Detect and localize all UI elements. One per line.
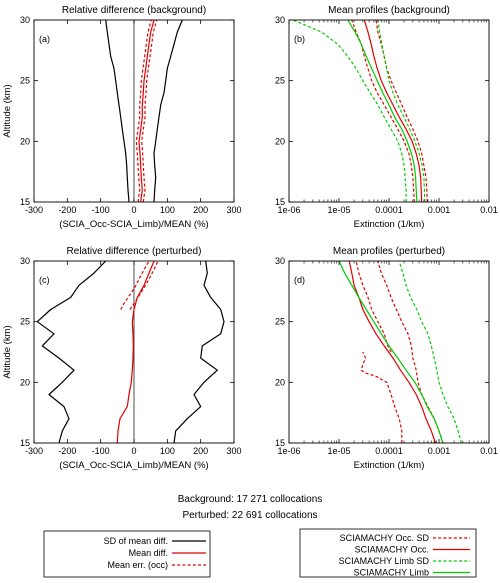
x-tick-label: -100 — [92, 205, 110, 215]
x-axis-label: Extinction (1/km) — [354, 219, 425, 230]
panel-title: Relative difference (perturbed) — [67, 246, 202, 257]
series-line — [135, 19, 152, 203]
series-line — [141, 19, 158, 203]
y-tick-label: 30 — [275, 15, 285, 25]
x-axis-label: Extinction (1/km) — [354, 460, 425, 471]
panel-c: Relative difference (perturbed) -300 -200 -… — [2, 246, 242, 471]
panel-title: Relative difference (background) — [62, 5, 206, 16]
panel-a: Relative difference (background) -300 -200… — [2, 5, 242, 230]
panel-label: (c) — [39, 275, 50, 285]
x-tick-label: 1e-06 — [277, 446, 300, 456]
series-line — [129, 260, 159, 310]
x-tick-label: -300 — [25, 205, 43, 215]
x-tick-label: 300 — [226, 446, 241, 456]
x-tick-label: 100 — [160, 446, 175, 456]
x-axis-label: (SCIA_Occ-SCIA_Limb)/MEAN (%) — [59, 219, 208, 230]
legend-left-box — [43, 530, 211, 578]
y-tick-label: 20 — [20, 377, 30, 387]
panel-label: (d) — [294, 275, 305, 285]
panel-d: Mean profiles (perturbed) 1e-06 1e-05 0.000… — [275, 246, 498, 471]
x-tick-label: 100 — [160, 205, 175, 215]
series-line — [36, 260, 107, 444]
legend-label: SD of mean diff. — [104, 536, 168, 546]
legend-right-box — [299, 528, 477, 578]
y-tick-label: 25 — [20, 76, 30, 86]
y-tick-label: 30 — [275, 256, 285, 266]
x-tick-label: 0.001 — [428, 205, 451, 215]
series-line — [398, 260, 462, 444]
series-line — [351, 19, 415, 203]
x-tick-label: 0.01 — [480, 205, 498, 215]
y-tick-label: 30 — [20, 256, 30, 266]
series-line — [348, 260, 437, 444]
x-tick-label: -200 — [58, 446, 76, 456]
x-tick-label: 0.0001 — [375, 205, 403, 215]
y-axis-label: Altitude (km) — [2, 84, 13, 137]
x-tick-label: -300 — [25, 446, 43, 456]
x-tick-label: 0 — [131, 205, 136, 215]
legend-label: SCIAMACHY Limb — [354, 568, 429, 578]
y-tick-label: 20 — [275, 136, 285, 146]
series-line — [173, 260, 225, 444]
legend-label: Mean diff. — [129, 548, 168, 558]
note-background: Background: 17 271 collocations — [178, 494, 323, 505]
x-tick-label: 300 — [226, 205, 241, 215]
series-line — [292, 19, 407, 202]
x-axis-label: (SCIA_Occ-SCIA_Limb)/MEAN (%) — [59, 460, 208, 471]
series-line — [138, 19, 155, 203]
y-tick-label: 15 — [20, 438, 30, 448]
series-line — [338, 260, 444, 444]
legend-left: SD of mean diff. Mean diff. Mean err. (occ… — [43, 530, 211, 578]
panel-title: Mean profiles (background) — [328, 5, 450, 16]
series-line — [120, 260, 150, 310]
x-tick-label: 200 — [193, 446, 208, 456]
x-tick-label: 0.01 — [480, 446, 498, 456]
panel-b: Mean profiles (background) 1e-06 1e-05 0.00… — [275, 5, 498, 230]
x-tick-label: -100 — [92, 446, 110, 456]
x-tick-label: 0 — [131, 446, 136, 456]
series-line — [377, 19, 426, 203]
y-axis-label: Altitude (km) — [2, 325, 13, 378]
legend-label: SCIAMACHY Occ. — [355, 545, 429, 555]
legend-label: Mean err. (occ) — [107, 560, 168, 570]
x-tick-label: 200 — [193, 205, 208, 215]
y-tick-label: 25 — [20, 317, 30, 327]
series-line — [375, 19, 428, 203]
x-tick-label: 1e-05 — [327, 205, 350, 215]
legend-label: SCIAMACHY Limb SD — [339, 556, 430, 566]
note-perturbed: Perturbed: 22 691 collocations — [182, 510, 317, 521]
y-tick-label: 25 — [275, 317, 285, 327]
y-tick-label: 20 — [20, 136, 30, 146]
y-tick-label: 25 — [275, 76, 285, 86]
series-line — [347, 19, 418, 203]
y-tick-label: 15 — [20, 197, 30, 207]
plot-frame — [288, 19, 490, 203]
x-tick-label: 1e-06 — [277, 205, 300, 215]
y-tick-label: 15 — [275, 438, 285, 448]
legend-label: SCIAMACHY Occ. SD — [340, 533, 430, 543]
series-line — [105, 19, 130, 203]
series-line — [363, 19, 423, 203]
panel-label: (a) — [39, 34, 50, 44]
series-line — [360, 351, 403, 443]
panel-label: (b) — [294, 34, 305, 44]
y-tick-label: 20 — [275, 377, 285, 387]
x-tick-label: 1e-05 — [327, 446, 350, 456]
series-line — [153, 19, 183, 203]
series-line — [116, 260, 155, 444]
y-tick-label: 15 — [275, 197, 285, 207]
x-tick-label: 0.0001 — [375, 446, 403, 456]
y-tick-label: 30 — [20, 15, 30, 25]
x-tick-label: 0.001 — [428, 446, 451, 456]
panel-title: Mean profiles (perturbed) — [333, 246, 445, 257]
x-tick-label: -200 — [58, 205, 76, 215]
